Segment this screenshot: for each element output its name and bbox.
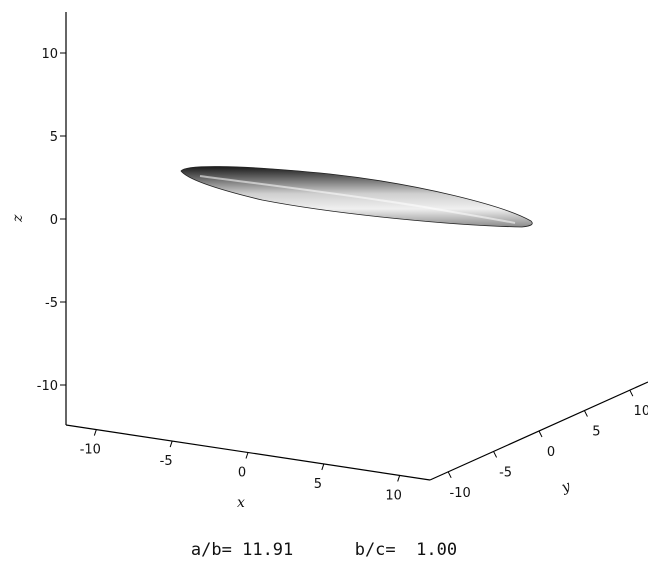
ratio-caption: a/b= 11.91 b/c= 1.00 [0,540,648,560]
y-tick-label: -10 [450,486,471,501]
z-tick-label: -10 [37,379,58,394]
x-tick-mark [321,463,325,471]
z-axis-ticks: 10 5 0 -5 -10 [37,47,66,394]
y-tick-mark [629,389,634,397]
x-tick-label: -5 [160,454,173,469]
z-tick-label: 0 [50,213,58,228]
z-tick-label: 5 [50,130,58,145]
ellipsoid-plot: 10 5 0 -5 -10 -10 -5 0 5 10 -10 -5 0 5 10 z x y [10,12,648,511]
x-tick-label: 5 [314,477,322,492]
x-tick-mark [397,475,401,482]
x-tick-label: -10 [80,443,101,458]
x-tick-mark [245,452,249,459]
x-tick-label: 10 [385,488,402,503]
x-axis-label: x [237,495,245,511]
y-tick-label: 5 [592,425,600,440]
ab-label: a/b= [190,540,232,560]
y-tick-label: 10 [634,404,648,419]
y-tick-mark [447,471,452,479]
y-tick-label: 0 [547,445,555,460]
y-tick-mark [493,451,498,458]
z-tick-label: -5 [45,296,58,311]
x-axis-ticks: -10 -5 0 5 10 [80,429,402,503]
bc-value: 1.00 [416,540,458,560]
y-tick-label: -5 [499,465,512,480]
ellipsoid-surface [180,166,533,228]
y-tick-mark [583,410,588,417]
y-tick-mark [538,430,543,438]
y-axis-ticks: -10 -5 0 5 10 [447,389,648,501]
x-tick-mark [169,440,173,448]
x-tick-label: 0 [238,466,246,481]
ab-value: 11.91 [242,540,294,560]
bc-label: b/c= [354,540,396,560]
z-tick-label: 10 [41,47,58,62]
x-tick-mark [93,429,97,436]
z-axis-label: z [10,214,26,223]
y-axis-label: y [559,478,574,496]
